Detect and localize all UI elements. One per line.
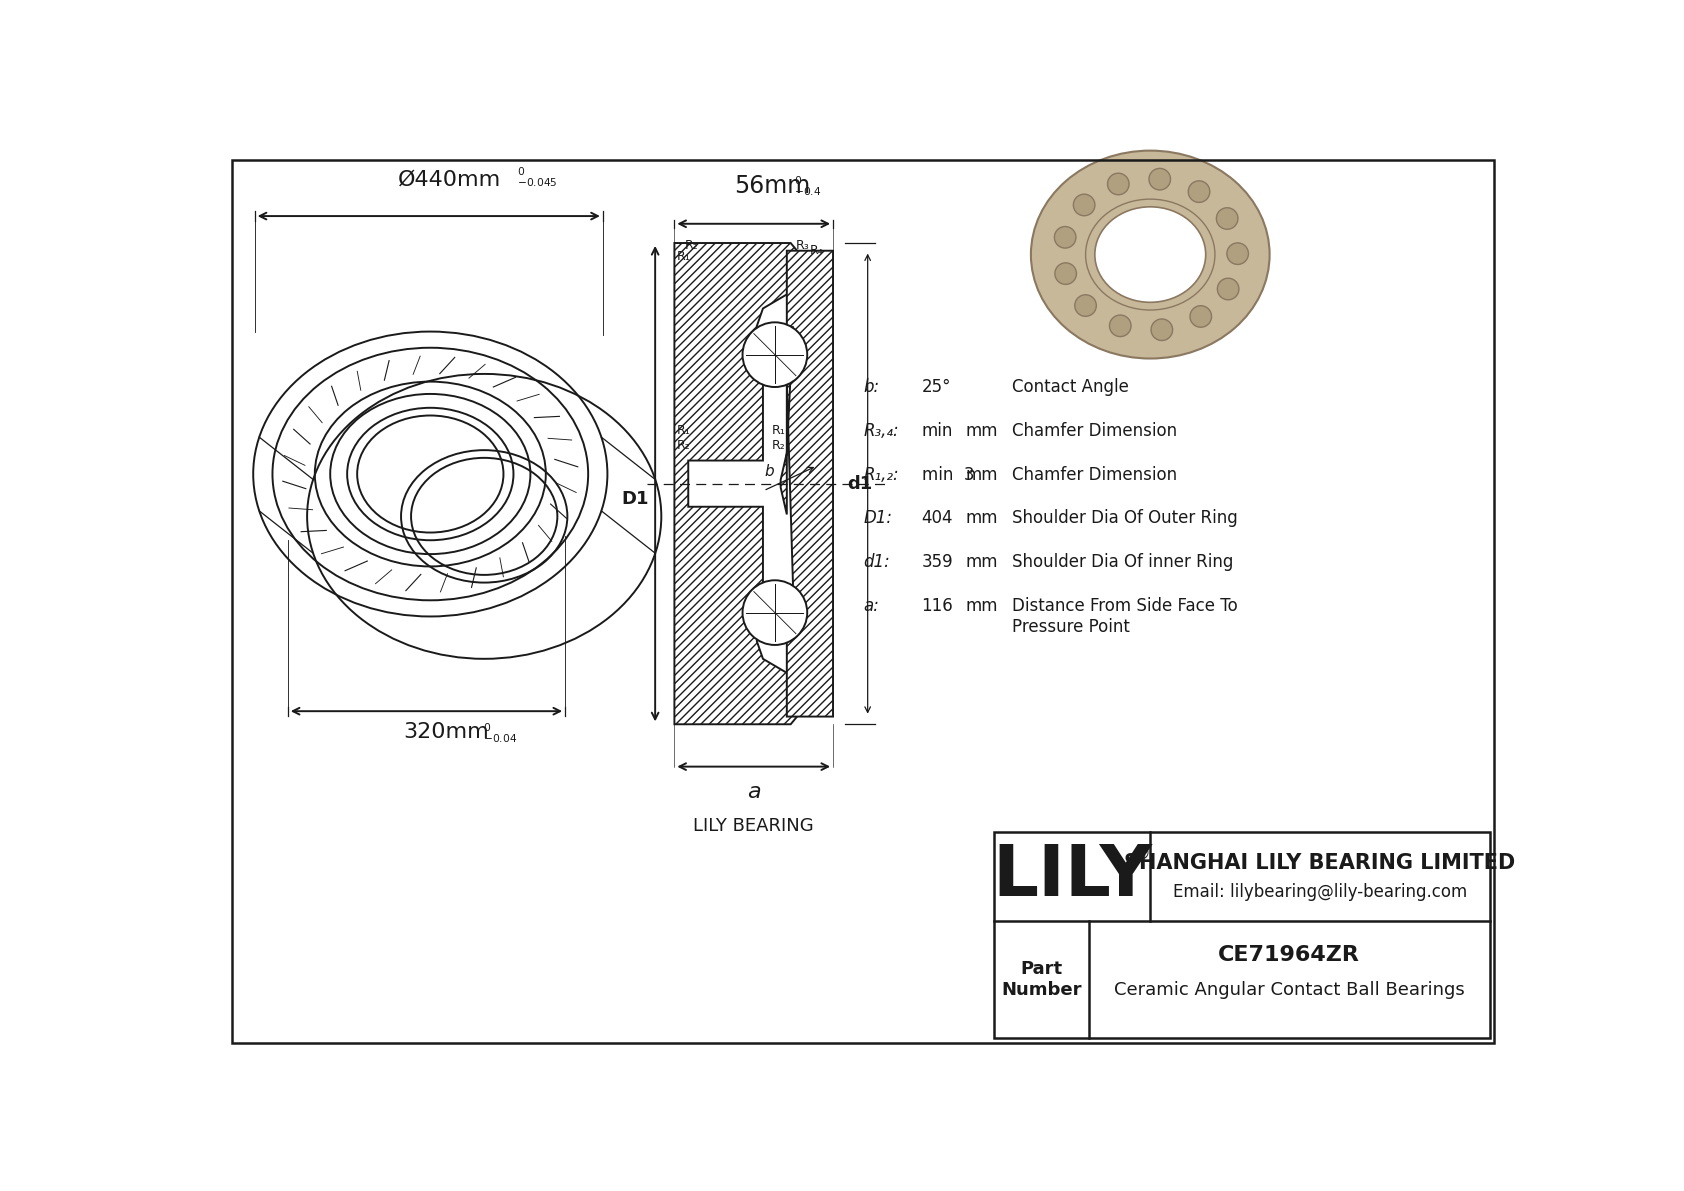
Text: b:: b:: [862, 378, 879, 395]
Circle shape: [1054, 263, 1076, 285]
Text: 320mm: 320mm: [404, 722, 488, 742]
Text: ®: ®: [1132, 844, 1150, 862]
Text: LILY BEARING: LILY BEARING: [694, 817, 813, 835]
Text: $^{0}_{-0.04}$: $^{0}_{-0.04}$: [483, 722, 517, 746]
Text: R₁,₂:: R₁,₂:: [862, 466, 899, 484]
Text: Ø440mm: Ø440mm: [397, 169, 502, 189]
Circle shape: [1073, 194, 1095, 216]
Text: R₂: R₂: [677, 439, 690, 453]
Text: D1: D1: [621, 490, 648, 509]
Text: min: min: [921, 422, 953, 439]
Circle shape: [1191, 306, 1211, 328]
Circle shape: [743, 323, 807, 387]
Circle shape: [1148, 168, 1170, 189]
Circle shape: [1108, 173, 1128, 195]
Text: Part
Number: Part Number: [1000, 960, 1081, 998]
Text: 56mm: 56mm: [734, 174, 810, 199]
Text: Chamfer Dimension: Chamfer Dimension: [1012, 422, 1177, 439]
Text: $^{0}_{-0.045}$: $^{0}_{-0.045}$: [517, 166, 557, 189]
Text: mm: mm: [965, 422, 999, 439]
Text: Shoulder Dia Of inner Ring: Shoulder Dia Of inner Ring: [1012, 554, 1233, 572]
Ellipse shape: [1095, 207, 1206, 303]
Text: 404: 404: [921, 510, 953, 528]
Text: Contact Angle: Contact Angle: [1012, 378, 1128, 395]
Circle shape: [1216, 207, 1238, 230]
Text: SHANGHAI LILY BEARING LIMITED: SHANGHAI LILY BEARING LIMITED: [1125, 853, 1516, 873]
Text: Ceramic Angular Contact Ball Bearings: Ceramic Angular Contact Ball Bearings: [1113, 981, 1465, 999]
Text: R₁: R₁: [677, 424, 690, 437]
Circle shape: [1218, 279, 1239, 300]
Text: Shoulder Dia Of Outer Ring: Shoulder Dia Of Outer Ring: [1012, 510, 1238, 528]
Text: mm: mm: [965, 510, 999, 528]
Polygon shape: [781, 251, 834, 717]
Text: mm: mm: [965, 466, 999, 484]
Text: Email: lilybearing@lily-bearing.com: Email: lilybearing@lily-bearing.com: [1174, 884, 1467, 902]
Text: 359: 359: [921, 554, 953, 572]
Text: CE71964ZR: CE71964ZR: [1218, 946, 1361, 965]
Text: R₃,₄:: R₃,₄:: [862, 422, 899, 439]
Text: min  3: min 3: [921, 466, 973, 484]
Text: LILY: LILY: [992, 842, 1152, 911]
Circle shape: [1074, 294, 1096, 317]
Text: R₄: R₄: [810, 244, 823, 257]
Text: 116: 116: [921, 597, 953, 616]
Text: 25°: 25°: [921, 378, 951, 395]
Text: R₁: R₁: [771, 424, 785, 437]
Ellipse shape: [1031, 150, 1270, 358]
Circle shape: [1110, 316, 1132, 337]
Text: mm: mm: [965, 597, 999, 616]
Text: $^{0}_{-0.4}$: $^{0}_{-0.4}$: [793, 175, 822, 199]
Text: a:: a:: [862, 597, 879, 616]
Text: D1:: D1:: [862, 510, 893, 528]
Text: R₂: R₂: [771, 439, 785, 453]
Text: mm: mm: [965, 554, 999, 572]
Text: b: b: [765, 464, 775, 479]
Text: d1:: d1:: [862, 554, 889, 572]
Circle shape: [1228, 243, 1248, 264]
Text: a: a: [748, 782, 761, 802]
Circle shape: [1152, 319, 1172, 341]
Text: R₃: R₃: [797, 239, 810, 252]
Circle shape: [743, 580, 807, 646]
Text: R₂: R₂: [685, 239, 699, 252]
Circle shape: [1054, 226, 1076, 248]
Text: Chamfer Dimension: Chamfer Dimension: [1012, 466, 1177, 484]
Polygon shape: [674, 243, 802, 724]
Circle shape: [1189, 181, 1209, 202]
Text: Distance From Side Face To
Pressure Point: Distance From Side Face To Pressure Poin…: [1012, 597, 1238, 636]
Text: d1: d1: [847, 475, 872, 493]
Text: R₁: R₁: [677, 250, 690, 263]
